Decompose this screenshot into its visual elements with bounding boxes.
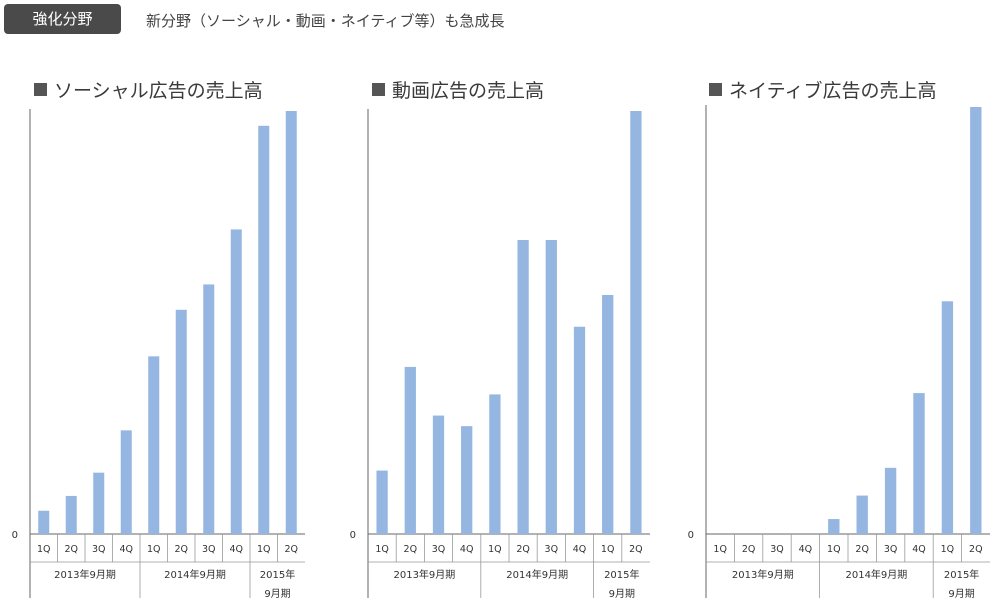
group-label-line: 2015年 <box>944 568 979 581</box>
bar-video-6 <box>517 240 529 534</box>
bar-social-9 <box>258 125 270 535</box>
group-label: 2013年9月期 <box>393 568 455 581</box>
chart-title-text: ネイティブ広告の売上高 <box>729 80 937 102</box>
category-label: 1Q <box>37 544 51 555</box>
bar-native-8 <box>913 393 925 534</box>
square-bullet-icon <box>709 83 722 96</box>
category-label: 4Q <box>912 544 926 555</box>
category-label: 1Q <box>713 544 727 555</box>
category-label: 2Q <box>516 544 530 555</box>
category-label: 2Q <box>969 544 983 555</box>
group-label-line: 9月期 <box>609 588 635 600</box>
group-label-line: 9月期 <box>264 588 290 600</box>
page-subtitle: 新分野（ソーシャル・動画・ネイティブ等）も急成長 <box>146 12 505 30</box>
group-label: 2014年9月期 <box>506 568 568 581</box>
bar-video-10 <box>630 111 642 534</box>
category-label: 3Q <box>92 544 106 555</box>
category-label: 3Q <box>545 544 559 555</box>
category-label: 4Q <box>799 544 813 555</box>
bar-video-7 <box>545 240 557 534</box>
category-label: 1Q <box>488 544 502 555</box>
group-label: 2015年 9月期 <box>260 568 295 600</box>
category-label: 2Q <box>284 544 298 555</box>
chart-title-text: 動画広告の売上高 <box>392 80 545 102</box>
group-label: 2014年9月期 <box>845 568 907 581</box>
bar-social-1 <box>38 510 50 534</box>
group-label: 2015年 9月期 <box>604 568 639 600</box>
bar-video-4 <box>461 426 473 534</box>
chart-title-native: ネイティブ広告の売上高 <box>709 76 936 103</box>
category-label: 3Q <box>884 544 898 555</box>
chart-title-social: ソーシャル広告の売上高 <box>34 76 263 103</box>
category-label: 3Q <box>202 544 216 555</box>
category-label: 1Q <box>147 544 161 555</box>
bar-video-8 <box>573 326 586 534</box>
bar-video-2 <box>404 366 416 534</box>
group-label-line: 2015年 <box>604 568 639 581</box>
category-label: 2Q <box>64 544 78 555</box>
group-label: 2014年9月期 <box>164 568 226 581</box>
bar-social-8 <box>230 229 242 534</box>
bar-social-6 <box>175 309 187 534</box>
category-label: 4Q <box>119 544 133 555</box>
y-tick-label-native: 0 <box>688 530 694 541</box>
group-label-line: 2015年 <box>260 568 295 581</box>
category-label: 3Q <box>770 544 784 555</box>
category-label: 1Q <box>941 544 955 555</box>
bar-native-9 <box>941 301 954 534</box>
bar-social-5 <box>148 356 160 534</box>
category-label: 1Q <box>257 544 271 555</box>
bar-video-5 <box>489 394 501 534</box>
bar-social-2 <box>65 495 77 534</box>
y-tick-label-video: 0 <box>350 530 356 541</box>
category-label: 2Q <box>855 544 869 555</box>
section-badge: 強化分野 <box>4 4 121 34</box>
bar-native-10 <box>970 107 982 534</box>
square-bullet-icon <box>34 83 47 96</box>
group-label-line: 9月期 <box>948 588 974 600</box>
category-label: 1Q <box>827 544 841 555</box>
category-label: 1Q <box>375 544 389 555</box>
category-label: 4Q <box>460 544 474 555</box>
chart-title-video: 動画広告の売上高 <box>372 76 544 103</box>
category-label: 2Q <box>404 544 418 555</box>
chart-title-text: ソーシャル広告の売上高 <box>54 80 263 102</box>
bar-video-9 <box>602 295 614 534</box>
bar-video-1 <box>376 470 388 534</box>
group-label: 2013年9月期 <box>54 568 116 581</box>
category-label: 4Q <box>573 544 587 555</box>
bar-native-6 <box>856 495 868 534</box>
square-bullet-icon <box>372 83 385 96</box>
group-label: 2015年 9月期 <box>944 568 979 600</box>
bar-native-7 <box>884 467 897 534</box>
category-label: 3Q <box>432 544 446 555</box>
group-label: 2013年9月期 <box>732 568 794 581</box>
y-tick-label-social: 0 <box>12 530 18 541</box>
bar-native-5 <box>828 519 840 534</box>
bar-social-10 <box>285 111 297 534</box>
category-label: 2Q <box>174 544 188 555</box>
bar-video-3 <box>432 415 445 534</box>
category-label: 2Q <box>742 544 756 555</box>
bar-social-3 <box>93 472 105 534</box>
bar-social-4 <box>120 430 132 534</box>
category-label: 1Q <box>601 544 615 555</box>
bar-social-7 <box>203 284 215 534</box>
category-label: 2Q <box>629 544 643 555</box>
category-label: 4Q <box>229 544 243 555</box>
